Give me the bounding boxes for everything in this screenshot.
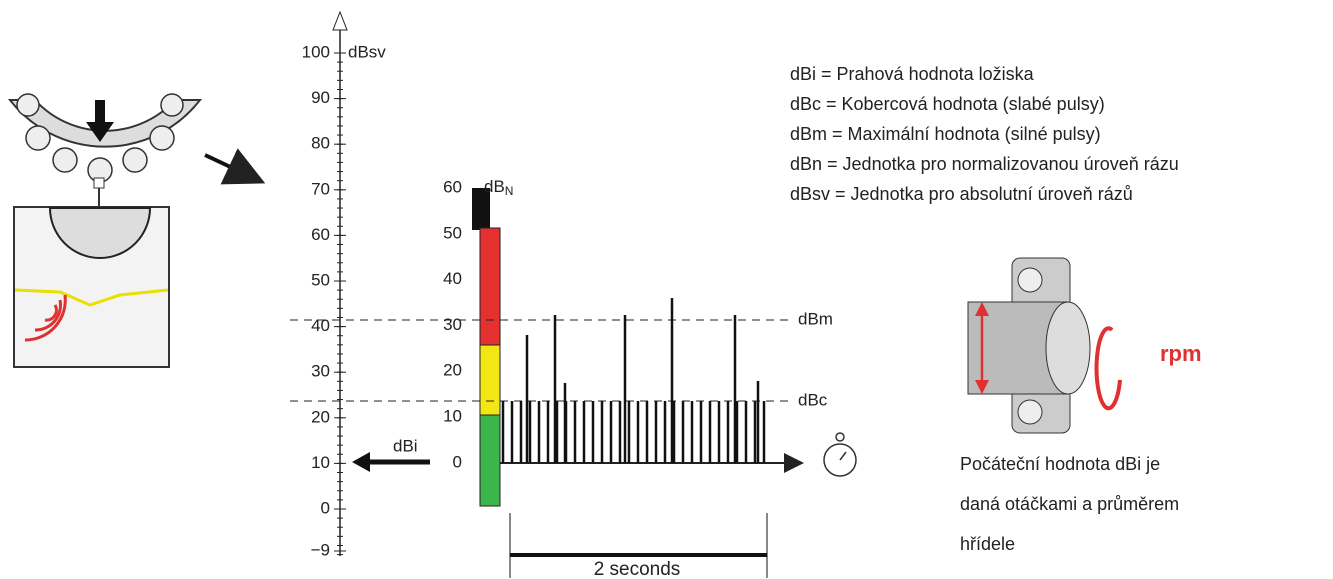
shaft-illustration (967, 257, 1122, 434)
right-tick-label: 10 (443, 406, 462, 425)
level-bar (472, 188, 501, 507)
left-tick-label: 60 (311, 225, 330, 244)
legend-line: dBc = Kobercová hodnota (slabé pulsy) (790, 94, 1105, 114)
left-tick-label: −9 (311, 540, 330, 559)
right-tick-label: 30 (443, 315, 462, 334)
left-tick-label: 30 (311, 362, 330, 381)
right-tick-label: 40 (443, 269, 462, 288)
legend-line: dBn = Jednotka pro normalizovanou úroveň… (790, 154, 1179, 174)
caption-line: daná otáčkami a průměrem (960, 494, 1179, 514)
left-tick-label: 90 (311, 88, 330, 107)
right-unit: dBN (484, 177, 513, 198)
bearing-illustration (7, 93, 266, 368)
left-tick-label: 80 (311, 134, 330, 153)
caption-line: Počáteční hodnota dBi je (960, 454, 1160, 474)
right-tick-label: 50 (443, 223, 462, 242)
left-tick-label: 40 (311, 316, 330, 335)
left-tick-label: 0 (321, 498, 330, 517)
dbm-label: dBm (798, 309, 833, 328)
legend-line: dBsv = Jednotka pro absolutní úroveň ráz… (790, 184, 1133, 204)
left-tick-label: 20 (311, 407, 330, 426)
left-tick-label: 10 (311, 453, 330, 472)
dbi-label: dBi (393, 436, 418, 455)
time-bracket (509, 513, 768, 578)
left-tick-label: 100 (302, 42, 330, 61)
rpm-label: rpm (1160, 341, 1202, 366)
left-unit: dBsv (348, 42, 386, 61)
dbc-label: dBc (798, 390, 828, 409)
dbi-arrowhead (352, 452, 370, 472)
right-tick-label: 60 (443, 177, 462, 196)
left-tick-label: 70 (311, 179, 330, 198)
stopwatch (823, 432, 857, 477)
legend-line: dBm = Maximální hodnota (silné pulsy) (790, 124, 1101, 144)
pulses (501, 298, 766, 463)
axis-arrow (332, 10, 348, 31)
time-span: 2 seconds (594, 559, 681, 579)
caption-line: hřídele (960, 534, 1015, 554)
right-tick-label: 0 (453, 452, 462, 471)
legend-line: dBi = Prahová hodnota ložiska (790, 64, 1035, 84)
left-tick-label: 50 (311, 270, 330, 289)
right-tick-label: 20 (443, 361, 462, 380)
